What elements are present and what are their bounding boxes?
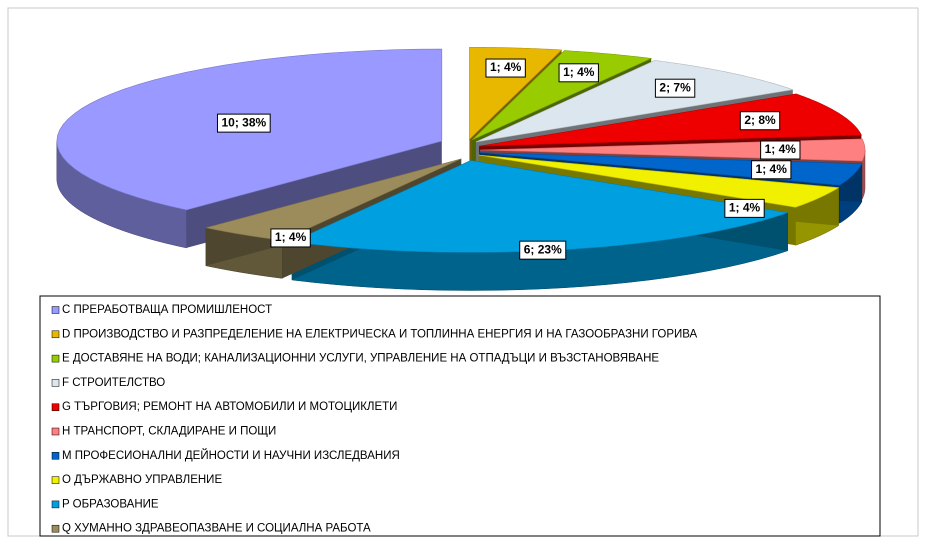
data-label-box bbox=[654, 78, 696, 98]
data-label-text: 1; 4% bbox=[729, 201, 761, 215]
data-label-text: 6; 23% bbox=[524, 242, 562, 256]
data-label-text: 1; 4% bbox=[275, 230, 307, 244]
legend-label: P ОБРАЗОВАНИЕ bbox=[62, 498, 159, 510]
data-label: 1; 4% bbox=[485, 58, 526, 78]
data-label-text: 1; 4% bbox=[765, 142, 797, 156]
data-label: 1; 4% bbox=[270, 228, 311, 248]
data-label-box bbox=[519, 240, 567, 260]
pie-slice bbox=[472, 50, 653, 141]
legend-swatch bbox=[51, 354, 60, 363]
legend-label: H ТРАНСПОРТ, СКЛАДИРАНЕ И ПОЩИ bbox=[62, 426, 276, 438]
pie-slice bbox=[205, 158, 462, 241]
data-label-box bbox=[724, 198, 765, 218]
legend-label: Q ХУМАННО ЗДРАВЕОПАЗВАНЕ И СОЦИАЛНА РАБО… bbox=[62, 523, 371, 535]
legend-label: M ПРОФЕСИОНАЛНИ ДЕЙНОСТИ И НАУЧНИ ИЗСЛЕД… bbox=[62, 449, 400, 462]
data-label: 6; 23% bbox=[519, 240, 567, 260]
data-label-box bbox=[216, 113, 271, 133]
data-label-box bbox=[270, 228, 311, 248]
pie-slice bbox=[479, 93, 862, 147]
legend-swatch bbox=[51, 330, 60, 339]
legend-box bbox=[39, 295, 881, 537]
data-label-box bbox=[558, 63, 599, 83]
legend-swatch bbox=[51, 452, 60, 460]
data-label: 1; 4% bbox=[760, 140, 801, 160]
data-label: 10; 38% bbox=[216, 113, 271, 133]
data-label: 1; 4% bbox=[751, 160, 792, 180]
data-labels: 10; 38% 1; 4% 1; 4% 2; 7% 2; 8% 1; 4% 1; 4% 1; … bbox=[216, 58, 801, 260]
legend-swatch bbox=[51, 500, 60, 509]
data-label-text: 1; 4% bbox=[490, 60, 522, 74]
legend-label: F СТРОИТЕЛСТВО bbox=[62, 377, 165, 389]
data-label-text: 2; 8% bbox=[744, 113, 776, 127]
data-label-text: 1; 4% bbox=[756, 162, 788, 176]
legend-label: C ПРЕРАБОТВАЩА ПРОМИШЛЕНОСТ bbox=[62, 304, 272, 316]
legend-swatch bbox=[51, 524, 60, 533]
legend-swatch bbox=[51, 306, 60, 314]
legend-swatch bbox=[51, 427, 60, 436]
data-label-box bbox=[751, 160, 792, 180]
data-label-box bbox=[739, 111, 781, 131]
legend-label: O ДЪРЖАВНО УПРАВЛЕНИЕ bbox=[62, 474, 222, 486]
data-label-box bbox=[485, 58, 526, 78]
pie-slice bbox=[475, 60, 793, 143]
data-label-box bbox=[760, 140, 801, 160]
pie-slice bbox=[478, 154, 840, 208]
data-label: 1; 4% bbox=[724, 198, 765, 218]
legend-label: G ТЪРГОВИЯ; РЕМОНТ НА АВТОМОБИЛИ И МОТОЦ… bbox=[62, 401, 397, 413]
legend-swatch bbox=[51, 476, 60, 484]
data-label: 2; 7% bbox=[654, 78, 696, 98]
data-label-text: 1; 4% bbox=[563, 65, 595, 79]
data-label: 2; 8% bbox=[739, 111, 781, 131]
data-label: 1; 4% bbox=[558, 63, 599, 83]
legend-swatch bbox=[51, 403, 60, 411]
legend-swatch bbox=[51, 379, 60, 387]
data-label-text: 10; 38% bbox=[221, 115, 266, 129]
data-label-text: 2; 7% bbox=[659, 80, 691, 94]
legend-label: D ПРОИЗВОДСТВО И РАЗПРЕДЕЛЕНИЕ НА ЕЛЕКТР… bbox=[62, 328, 698, 340]
legend-label: E ДОСТАВЯНЕ НА ВОДИ; КАНАЛИЗАЦИОННИ УСЛУ… bbox=[62, 353, 659, 365]
